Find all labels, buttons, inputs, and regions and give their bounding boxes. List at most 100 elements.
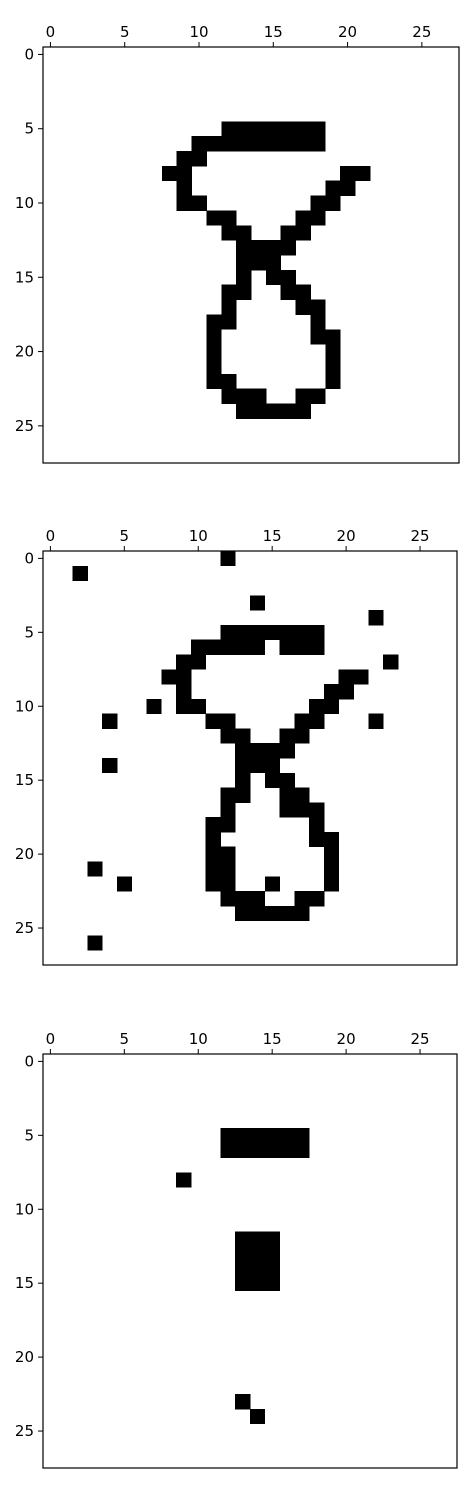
pixel-cell	[102, 758, 118, 774]
pixel-cell	[176, 151, 192, 167]
pixel-cell	[264, 876, 280, 892]
pixel-cell	[251, 240, 267, 256]
pixel-cell	[250, 905, 266, 922]
pixel-cell	[310, 299, 326, 315]
pixel-cell	[235, 1127, 251, 1144]
pixel-cell	[279, 639, 295, 655]
pixel-cell	[250, 1142, 266, 1158]
plot-frame	[42, 550, 458, 966]
pixel-cell	[176, 165, 192, 182]
pixel-cell	[205, 831, 221, 848]
x-tick-label: 25	[410, 1030, 429, 1048]
y-tick-label: 15	[15, 1274, 34, 1292]
pixel-cell	[250, 1127, 266, 1144]
pixel-cell	[220, 802, 236, 818]
pixel-cell	[310, 314, 326, 330]
pixel-cell	[279, 772, 295, 788]
pixel-cell	[221, 314, 237, 330]
pixel-cell	[264, 758, 280, 774]
y-tick-label: 20	[15, 343, 34, 361]
pixel-cell	[264, 1261, 280, 1277]
pixel-cell	[205, 876, 221, 892]
pixel-cell	[294, 891, 310, 907]
pixel-cell	[220, 787, 236, 803]
x-tick-label: 25	[412, 23, 431, 41]
digit-image-panel-noisy: 0 5 10 15 20 25 0 5 10 15 20 25	[15, 527, 458, 966]
pixel-cell	[235, 1142, 251, 1158]
pixel-cell	[235, 728, 251, 744]
pixel-cell	[220, 891, 236, 907]
y-tick-label: 25	[15, 919, 34, 937]
pixel-cell	[279, 802, 295, 818]
pixel-cell	[325, 373, 341, 390]
pixel-cell	[309, 817, 325, 833]
pixel-cell	[250, 891, 266, 907]
x-tick-label: 15	[263, 527, 282, 545]
pixel-cell	[310, 388, 326, 404]
pixel-cell	[221, 210, 237, 226]
y-tick-label: 5	[24, 623, 34, 641]
y-tick-label: 0	[24, 1052, 34, 1070]
pixel-cell	[190, 698, 207, 715]
pixel-cell	[146, 698, 162, 715]
y-tick-label: 10	[15, 697, 34, 715]
pixel-cell	[265, 136, 282, 152]
x-tick-label: 10	[189, 527, 208, 545]
x-tick-label: 0	[46, 527, 56, 545]
pixel-cell	[102, 713, 118, 729]
pixel-cell	[294, 639, 310, 655]
pixel-cell	[294, 1142, 310, 1158]
pixel-cell	[221, 136, 237, 152]
pixel-cell	[338, 684, 354, 700]
pixel-cell	[264, 1246, 280, 1262]
pixel-cell	[294, 1127, 310, 1144]
y-tick-label: 25	[15, 417, 34, 435]
pixel-cell	[190, 654, 207, 670]
pixel-cell	[338, 669, 354, 685]
pixel-cell	[176, 684, 192, 700]
x-tick-label: 10	[189, 1030, 208, 1048]
pixel-cell	[310, 210, 326, 226]
pixel-cell	[295, 388, 311, 404]
pixel-cell	[220, 817, 236, 833]
pixel-cell	[280, 121, 296, 137]
pixel-cell	[279, 1142, 295, 1158]
pixel-cell	[280, 240, 296, 256]
pixel-cell	[294, 624, 310, 641]
pixel-cell	[206, 314, 222, 330]
pixel-cell	[323, 876, 340, 892]
pixel-cell	[383, 654, 399, 670]
x-tick-label: 5	[120, 23, 130, 41]
x-tick-label: 5	[120, 1030, 130, 1048]
pixel-cell	[279, 728, 295, 744]
pixel-cell	[190, 639, 207, 655]
pixel-cell	[294, 728, 310, 744]
pixel-cell	[206, 344, 222, 360]
pixel-cell	[310, 121, 326, 137]
x-tick-label: 20	[337, 527, 356, 545]
y-tick-label: 10	[15, 194, 34, 212]
pixel-cell	[295, 299, 311, 315]
pixel-cell	[294, 905, 310, 922]
pixel-cell	[205, 639, 221, 655]
pixel-cell	[220, 1142, 236, 1158]
pixel-cell	[251, 255, 267, 271]
y-tick-label: 15	[15, 771, 34, 789]
y-tick-label: 0	[24, 549, 34, 567]
x-tick-label: 25	[410, 527, 429, 545]
pixel-cell	[250, 624, 266, 641]
pixel-cell	[279, 1127, 295, 1144]
pixel-cell	[87, 861, 103, 877]
pixel-cell	[191, 136, 207, 152]
pixel-cell	[295, 121, 311, 137]
pixel-cell	[220, 846, 236, 862]
pixel-cell	[205, 817, 221, 833]
pixel-cell	[251, 121, 267, 137]
pixel-cell	[251, 403, 267, 419]
pixel-cell	[309, 639, 325, 655]
pixel-cell	[236, 403, 252, 419]
digit-image-panel-original: 0 5 10 15 20 25 0 5 10 15 20 25	[15, 23, 460, 464]
x-tick-label: 10	[189, 23, 208, 41]
pixel-cell	[221, 373, 237, 390]
